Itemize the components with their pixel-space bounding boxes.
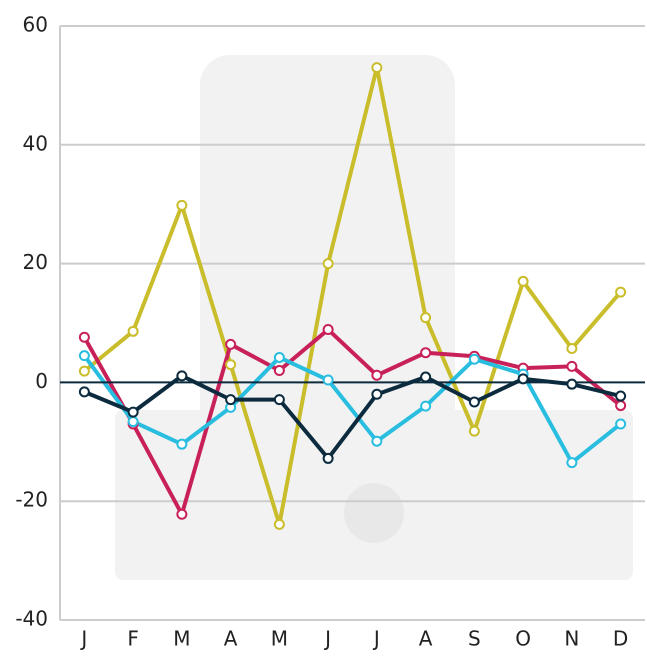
x-tick-label: O (515, 627, 531, 651)
point (275, 395, 284, 404)
chart: -40 -20 0 20 40 60 J F M A M J J A S O N D (0, 0, 647, 653)
point (372, 371, 381, 380)
point (421, 313, 430, 322)
x-tick-label: M (173, 627, 190, 651)
point (372, 390, 381, 399)
point (226, 360, 235, 369)
point (177, 371, 186, 380)
x-tick-label: A (224, 627, 238, 651)
point (324, 325, 333, 334)
point (129, 327, 138, 336)
point (372, 63, 381, 72)
y-tick-label: 60 (23, 13, 48, 37)
point (177, 201, 186, 210)
x-tick-label: N (564, 627, 579, 651)
y-tick-label: 20 (23, 250, 48, 274)
point (567, 458, 576, 467)
point (324, 376, 333, 385)
point (80, 387, 89, 396)
point (616, 392, 625, 401)
x-tick-label: J (372, 627, 380, 651)
point (80, 351, 89, 360)
point (177, 510, 186, 519)
x-tick-label: J (323, 627, 331, 651)
point (616, 419, 625, 428)
point (129, 417, 138, 426)
point (80, 367, 89, 376)
point (324, 454, 333, 463)
point (275, 520, 284, 529)
point (177, 440, 186, 449)
point (567, 380, 576, 389)
point (421, 348, 430, 357)
point (519, 374, 528, 383)
point (372, 437, 381, 446)
point (470, 427, 479, 436)
y-tick-label: 0 (35, 369, 48, 393)
point (226, 395, 235, 404)
y-tick-label: 40 (23, 131, 48, 155)
y-tick-label: -20 (15, 488, 48, 512)
x-tick-label: S (468, 627, 481, 651)
point (275, 366, 284, 375)
point (421, 373, 430, 382)
x-tick-label: J (79, 627, 87, 651)
point (567, 362, 576, 371)
point (80, 333, 89, 342)
point (470, 355, 479, 364)
point (519, 277, 528, 286)
point (226, 340, 235, 349)
point (567, 344, 576, 353)
point (421, 402, 430, 411)
x-tick-label: D (613, 627, 628, 651)
point (275, 353, 284, 362)
x-tick-label: F (127, 627, 139, 651)
point (129, 408, 138, 417)
point (616, 288, 625, 297)
point (324, 259, 333, 268)
y-tick-label: -40 (15, 607, 48, 631)
x-tick-label: A (419, 627, 433, 651)
point (470, 398, 479, 407)
point (616, 401, 625, 410)
x-tick-label: M (271, 627, 288, 651)
